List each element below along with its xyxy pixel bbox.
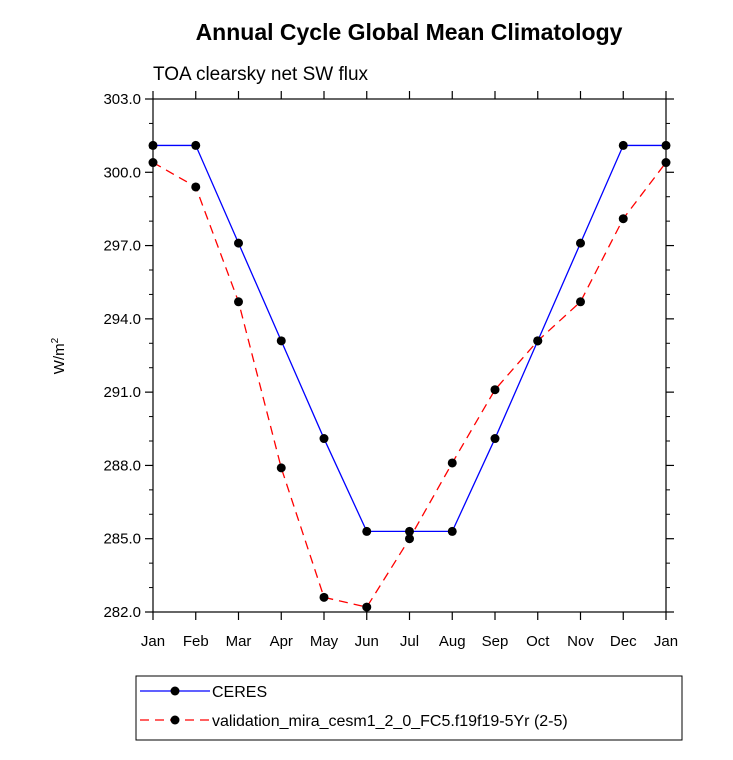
x-tick-label: Oct [526,633,550,650]
x-tick-label: Aug [439,633,466,650]
series-2-point [319,592,329,602]
series-line-1 [153,144,666,533]
y-tick-label: 297.0 [103,238,141,255]
series-1-point [447,526,457,536]
series-1-point [148,140,158,150]
legend-marker-1 [170,686,180,696]
legend: CERES validation_mira_cesm1_2_0_FC5.f19f1… [140,684,568,730]
y-tick-label: 291.0 [103,384,141,401]
series-1-point [661,140,671,150]
x-tick-label: Jan [141,633,165,650]
y-axis-label-superscript: 2 [50,337,61,343]
series-1-point [191,140,201,150]
y-tick-label: 282.0 [103,604,141,621]
y-tick-label: 303.0 [103,91,141,108]
x-tick-label: Sep [482,633,509,650]
series-2-point [576,297,585,307]
x-tick-label: Mar [226,633,252,650]
series-2-point [148,158,158,168]
chart-title: Annual Cycle Global Mean Climatology [196,19,623,45]
x-tick-label: Jan [654,633,678,650]
series-2-point [618,214,628,224]
series-2-point [447,458,457,468]
y-tick-label: 300.0 [103,164,141,181]
y-tick-label: 294.0 [103,311,141,328]
series-2-point [276,463,286,473]
legend-label-2: validation_mira_cesm1_2_0_FC5.f19f19-5Yr… [212,713,568,730]
y-tick-label: 288.0 [103,457,141,474]
series-2-point [490,385,500,395]
chart-subtitle: TOA clearsky net SW flux [153,64,369,85]
x-tick-label: Feb [183,633,209,650]
series-1-point [319,434,329,444]
series-1-point [362,526,372,536]
x-tick-label: Jun [355,633,379,650]
series-1-point [618,140,628,150]
series-1-point [490,434,500,444]
y-axis-label-text: W/m [51,343,68,374]
series-2-point [405,534,414,544]
series-1-point [234,238,243,248]
axis-ticks [145,91,674,620]
series-1-point [276,336,286,346]
series-1-point [405,526,414,536]
series-1-point [576,238,585,248]
x-tick-label: Dec [610,633,637,650]
x-tick-label: Jul [400,633,419,650]
series-2-point [234,297,243,307]
x-tick-label: May [310,633,339,650]
series-2-point [661,158,671,168]
x-tick-label: Apr [270,633,293,650]
axis-tick-labels: 303.0 300.0 297.0 294.0 291.0 288.0 285.0 282.0… [103,91,678,650]
series-2-point [191,182,201,192]
x-tick-label: Nov [567,633,594,650]
legend-label-1: CERES [212,684,267,701]
legend-box [135,675,683,741]
y-tick-label: 285.0 [103,531,141,548]
svg-text:W/m2: W/m2 [50,337,68,374]
series-layer [148,140,671,612]
y-axis-label: W/m2 [50,337,68,374]
series-2-point [362,602,372,612]
legend-marker-2 [170,715,180,725]
series-2-point [533,336,543,346]
